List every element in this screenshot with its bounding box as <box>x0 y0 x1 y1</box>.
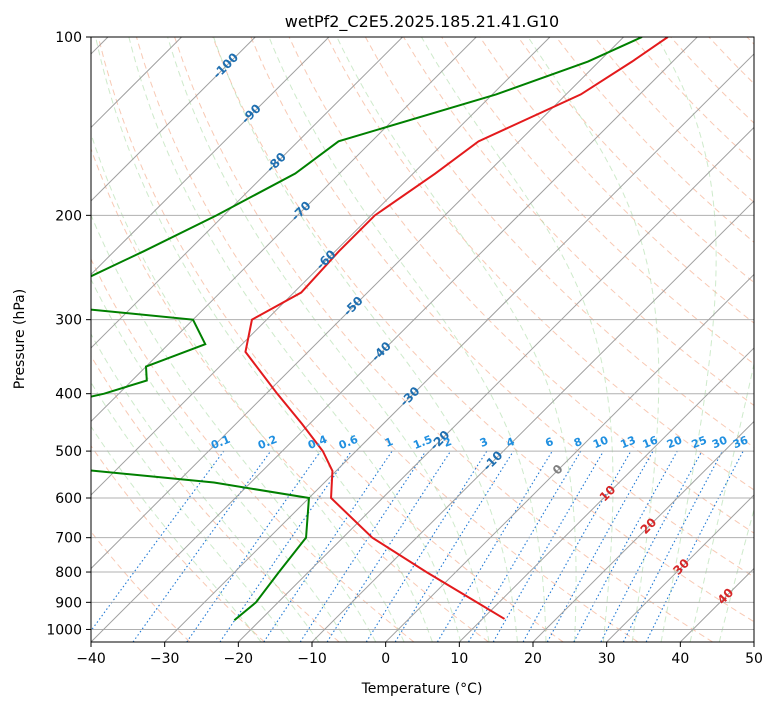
dry-adiabat-line <box>517 37 754 284</box>
x-tick-label: 30 <box>598 651 616 667</box>
plot-frame <box>90 36 755 643</box>
mixing-ratio-line <box>91 450 225 632</box>
mixing-ratio-line <box>299 450 427 642</box>
dry-adiabat-line <box>250 37 754 578</box>
isotherm-line <box>311 200 754 642</box>
mixing-ratio-line <box>573 450 678 642</box>
y-tick-label: 100 <box>55 30 82 46</box>
chart-title: wetPf2_C2E5.2025.185.21.41.G10 <box>285 12 559 32</box>
moist-adiabat-line <box>213 37 518 642</box>
isotherm-line <box>164 53 754 642</box>
moist-adiabat-line <box>91 213 377 642</box>
y-tick-label: 1000 <box>46 622 82 638</box>
x-tick-label: −30 <box>150 651 180 667</box>
x-tick-label: 0 <box>381 651 390 667</box>
dry-adiabat-line <box>288 37 754 534</box>
y-tick-label: 700 <box>55 531 82 547</box>
y-axis-label: Pressure (hPa) <box>12 289 28 389</box>
x-tick-label: 50 <box>745 651 763 667</box>
dry-adiabat-line <box>91 355 340 642</box>
temperature-profile-line <box>244 37 669 620</box>
isotherm-line <box>91 37 477 423</box>
mixing-ratio-line <box>546 450 654 642</box>
isotherm-line <box>385 273 754 642</box>
x-tick-label: 40 <box>671 651 689 667</box>
dry-adiabat-line <box>174 37 713 642</box>
y-tick-label: 800 <box>55 565 82 581</box>
mixing-ratio-label: 3 <box>478 435 490 450</box>
x-axis-label: Temperature (°C) <box>361 681 483 697</box>
moist-adiabat-line <box>91 425 262 642</box>
dewpoint-profile-line <box>91 37 643 622</box>
mixing-ratio-label: 13 <box>619 434 638 452</box>
dry-adiabat-line <box>97 37 564 642</box>
mixing-ratio-line <box>394 450 514 642</box>
isotherm-line <box>91 37 256 202</box>
y-tick-label: 500 <box>55 444 82 460</box>
y-axis: 100 200 300 400 500 600 700 800 900 1000 <box>46 30 91 638</box>
x-axis: −40 −30 −20 −10 0 10 20 30 40 50 <box>76 642 763 667</box>
y-tick-label: 400 <box>55 387 82 403</box>
moist-adiabat-line <box>128 37 462 642</box>
mixing-ratio-line <box>132 450 272 642</box>
mixing-ratio-label: 25 <box>690 434 709 452</box>
mixing-ratio-label: 8 <box>572 435 584 450</box>
isotherm-line <box>91 37 403 349</box>
y-tick-label: 600 <box>55 491 82 507</box>
x-tick-label: −10 <box>297 651 327 667</box>
mixing-ratio-label: 10 <box>591 433 610 451</box>
moist-adiabat-line <box>718 507 754 642</box>
isotherm-line <box>91 37 551 496</box>
dry-adiabat-line <box>326 37 754 491</box>
moist-adiabat-line <box>91 278 348 642</box>
dry-adiabat-line <box>91 445 265 642</box>
mixing-ratio-label: 2 <box>442 435 454 450</box>
x-tick-label: −20 <box>224 651 254 667</box>
moist-adiabat-line <box>95 37 433 642</box>
isotherm-line <box>237 126 754 642</box>
moist-adiabat-line <box>268 37 547 642</box>
y-tick-label: 300 <box>55 313 82 329</box>
moist-adiabat-line <box>336 37 577 642</box>
x-tick-label: −40 <box>76 651 106 667</box>
mixing-ratio-label: 30 <box>710 433 729 451</box>
reference-lines <box>91 37 754 642</box>
x-tick-label: 20 <box>524 651 542 667</box>
mixing-ratio-label: 20 <box>665 433 684 451</box>
isotherm-line <box>532 420 754 642</box>
y-tick-label: 200 <box>55 208 82 224</box>
mixing-ratio-label: 36 <box>731 433 750 451</box>
mixing-ratio-label: 1 <box>383 435 395 450</box>
isotherm-line <box>91 37 330 276</box>
isotherm-line <box>606 494 754 642</box>
moist-adiabat-line <box>167 37 490 642</box>
moist-adiabat-line <box>689 361 754 642</box>
mixing-ratio-line <box>326 450 452 642</box>
y-tick-label: 900 <box>55 595 82 611</box>
mixing-ratio-line <box>645 450 744 642</box>
mixing-ratio-line <box>522 450 632 642</box>
moist-adiabat-line <box>527 37 660 642</box>
mixing-ratio-label: 16 <box>641 433 660 451</box>
isotherm-line <box>91 37 624 570</box>
dry-adiabat-line <box>212 37 754 623</box>
isotherm-line <box>458 347 754 642</box>
moist-adiabat-line <box>656 37 717 642</box>
x-tick-label: 10 <box>450 651 468 667</box>
isotherm-line <box>91 37 698 642</box>
moist-adiabat-line <box>421 37 614 642</box>
sounding-profiles <box>91 37 669 622</box>
moist-adiabat-line <box>91 333 320 642</box>
dry-adiabat-line <box>91 258 415 642</box>
moist-adiabat-line <box>91 132 405 642</box>
mixing-ratio-line <box>263 450 393 642</box>
